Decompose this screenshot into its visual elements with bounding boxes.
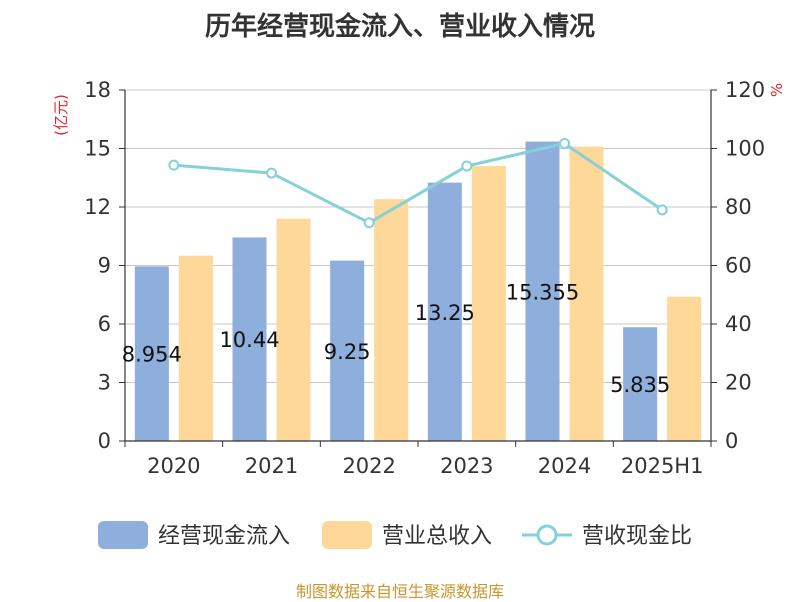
cash-inflow-bar (330, 260, 365, 441)
x-axis-tick-label: 2021 (245, 454, 298, 478)
right-axis-tick-label: 120 (725, 78, 765, 102)
revenue-bar (471, 166, 506, 442)
cash-inflow-bar (427, 182, 462, 441)
left-axis-tick-label: 18 (84, 78, 111, 102)
legend-label-ratio: 营收现金比 (582, 524, 692, 549)
ratio-point (656, 204, 668, 216)
left-axis-tick-label: 12 (84, 195, 111, 219)
cash-inflow-bar (623, 327, 658, 441)
left-axis-tick-label: 0 (98, 429, 111, 453)
cash-inflow-bar (232, 237, 267, 441)
right-axis-tick-label: 60 (725, 254, 752, 278)
cash-inflow-data-label: 5.835 (610, 373, 670, 397)
axes: 0 3 6 9 12 15 18 0 20 40 60 80 100 120 (亿元)% 2020 2021 20… (52, 78, 786, 478)
ratio-point (559, 138, 570, 150)
ratio-line-series (168, 138, 668, 229)
legend-label-revenue: 营业总收入 (382, 524, 492, 549)
cash-inflow-bar (134, 266, 169, 441)
revenue-bar (276, 218, 311, 441)
legend-swatch-revenue (322, 521, 372, 549)
x-axis-tick-label: 2020 (147, 454, 200, 478)
legend-swatch-ratio-marker (536, 524, 558, 546)
right-axis-unit: % (768, 83, 786, 97)
revenue-bar (667, 296, 702, 441)
right-axis-tick-label: 0 (725, 429, 738, 453)
legend: 经营现金流入 营业总收入 营收现金比 (98, 521, 692, 549)
cash-inflow-data-label: 15.355 (506, 280, 579, 304)
revenue-bar (374, 199, 409, 441)
left-axis-unit: (亿元) (52, 94, 70, 136)
left-axis-tick-label: 9 (98, 254, 111, 278)
x-axis-tick-label: 2024 (538, 454, 591, 478)
cash-inflow-data-label: 9.25 (324, 340, 371, 364)
bars (134, 141, 702, 442)
revenue-bar (178, 255, 213, 441)
x-axis-tick-label: 2025H1 (621, 454, 704, 478)
x-axis-tick-label: 2023 (440, 454, 493, 478)
right-axis-tick-label: 40 (725, 312, 752, 336)
ratio-point (168, 159, 180, 171)
legend-swatch-cash-inflow (98, 521, 148, 549)
data-labels: 8.954 10.44 9.25 13.25 15.355 5.835 (122, 280, 670, 397)
left-axis-tick-label: 6 (98, 312, 111, 336)
ratio-point (266, 167, 277, 179)
right-axis-tick-label: 100 (725, 137, 765, 161)
x-axis-tick-label: 2022 (342, 454, 395, 478)
chart-title: 历年经营现金流入、营业收入情况 (204, 12, 595, 42)
ratio-point (461, 160, 473, 172)
ratio-point (363, 217, 375, 229)
revenue-bar (569, 146, 604, 442)
cash-inflow-bar (525, 141, 560, 441)
source-note: 制图数据来自恒生聚源数据库 (295, 582, 504, 601)
left-axis-tick-label: 3 (98, 371, 111, 395)
left-axis-tick-label: 15 (84, 137, 111, 161)
legend-label-cash-inflow: 经营现金流入 (158, 524, 290, 549)
right-axis-tick-label: 80 (725, 195, 752, 219)
ratio-line (173, 141, 664, 225)
cash-inflow-data-label: 10.44 (219, 328, 279, 352)
cash-inflow-data-label: 8.954 (122, 343, 182, 367)
cash-inflow-data-label: 13.25 (415, 301, 475, 325)
right-axis-tick-label: 20 (725, 371, 752, 395)
